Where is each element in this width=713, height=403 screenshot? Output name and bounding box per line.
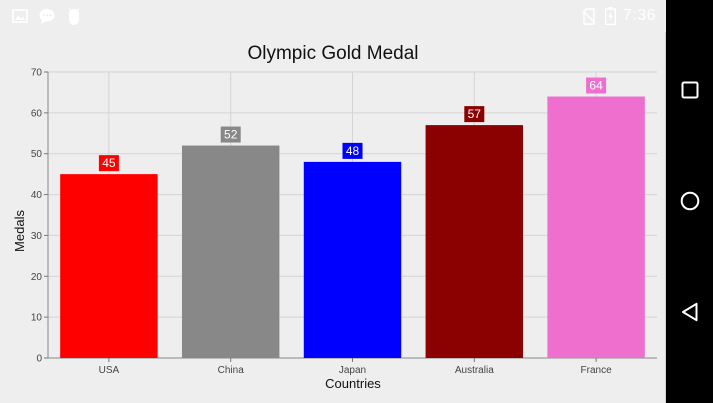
y-tick-label: 20	[31, 272, 43, 283]
recents-button[interactable]	[666, 72, 713, 112]
y-tick-label: 40	[31, 190, 43, 201]
back-triangle-icon	[681, 302, 699, 327]
battery-charging-icon	[604, 7, 617, 30]
y-tick-label: 10	[31, 313, 43, 324]
home-circle-icon	[680, 191, 700, 216]
bar-japan[interactable]	[303, 161, 402, 358]
data-label-box	[220, 126, 241, 143]
image-notification-icon	[12, 9, 28, 28]
x-tick-label: Australia	[455, 365, 494, 376]
data-label-box	[342, 142, 363, 159]
x-tick-label: France	[581, 365, 613, 376]
y-tick-label: 60	[31, 108, 43, 119]
bar-usa[interactable]	[60, 174, 158, 358]
home-button[interactable]	[666, 183, 713, 223]
chat-notification-icon	[38, 8, 56, 30]
app-screen: 7:36 Olympic Gold Medal 0 10 20 30 40 50 60 70 U…	[0, 0, 666, 403]
recents-square-icon	[681, 81, 699, 104]
y-tick-label: 50	[31, 149, 43, 160]
bar-australia[interactable]	[425, 125, 524, 358]
data-label-box	[98, 155, 119, 172]
bars	[60, 96, 645, 358]
no-sim-icon	[582, 8, 596, 30]
navigation-bar	[666, 0, 713, 403]
x-tick-label: Japan	[339, 365, 366, 376]
status-time: 7:36	[622, 7, 656, 24]
y-tick-label: 70	[31, 68, 43, 79]
data-labels: 45 52 48 57 64	[98, 77, 607, 172]
data-label: 52	[224, 128, 238, 142]
data-label-box	[464, 106, 485, 123]
data-label: 45	[102, 156, 116, 170]
bar-france[interactable]	[547, 96, 645, 358]
y-axis-title: Medals	[12, 210, 27, 252]
x-axis-title: Countries	[325, 376, 381, 391]
back-button[interactable]	[666, 294, 713, 334]
data-label: 48	[346, 144, 360, 158]
chart-title: Olympic Gold Medal	[247, 43, 418, 64]
y-tick-label: 30	[31, 231, 43, 242]
bar-chart: Olympic Gold Medal 0 10 20 30 40 50 60 70 USA Chi…	[12, 43, 657, 391]
data-label-box	[586, 77, 607, 94]
data-label: 57	[468, 107, 482, 121]
data-label: 64	[589, 79, 603, 93]
android-debug-icon	[66, 7, 82, 30]
x-tick-label: China	[218, 365, 245, 376]
x-tick-label: USA	[99, 365, 120, 376]
bar-china[interactable]	[181, 145, 280, 358]
status-bar: 7:36	[0, 0, 666, 32]
y-tick-label: 0	[36, 354, 42, 365]
